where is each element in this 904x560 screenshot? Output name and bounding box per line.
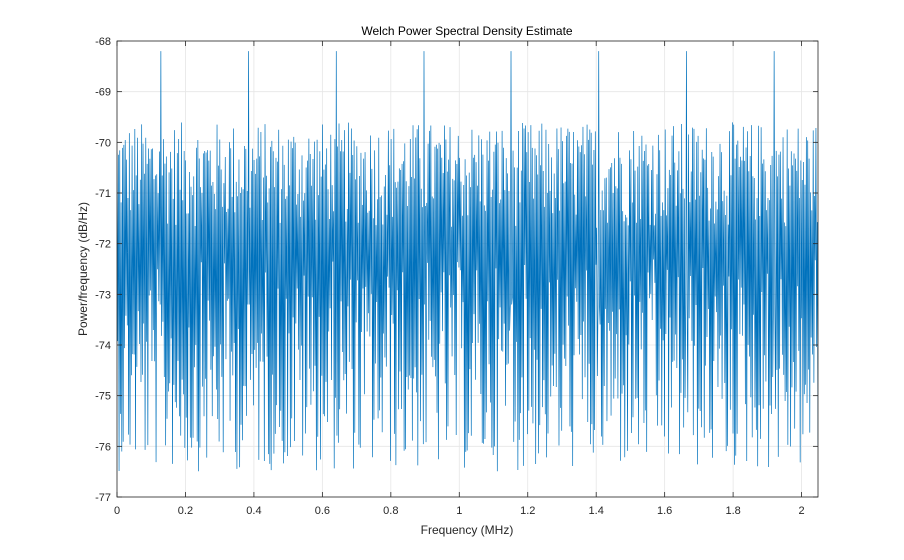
x-tick-label: 1.8 bbox=[725, 505, 740, 517]
x-tick-label: 1.6 bbox=[657, 505, 672, 517]
chart-title: Welch Power Spectral Density Estimate bbox=[361, 24, 573, 38]
y-tick-label: -70 bbox=[95, 137, 111, 149]
x-tick-label: 0 bbox=[114, 505, 120, 517]
ticks-group bbox=[116, 40, 818, 498]
x-tick-label: 0.6 bbox=[315, 505, 330, 517]
x-tick-label: 1.2 bbox=[520, 505, 535, 517]
x-tick-label: 0.2 bbox=[178, 505, 193, 517]
y-tick-label: -73 bbox=[95, 289, 111, 301]
psd-series-line bbox=[117, 51, 818, 472]
x-tick-label: 1 bbox=[456, 505, 462, 517]
y-tick-label: -72 bbox=[95, 239, 111, 251]
x-tick-label: 0.4 bbox=[246, 505, 261, 517]
y-tick-label: -69 bbox=[95, 87, 111, 99]
y-tick-label: -77 bbox=[95, 492, 111, 504]
y-tick-label: -71 bbox=[95, 188, 111, 200]
y-tick-label: -76 bbox=[95, 441, 111, 453]
y-tick-label: -74 bbox=[95, 340, 111, 352]
x-tick-label: 2 bbox=[799, 505, 805, 517]
series-group bbox=[117, 51, 818, 472]
plot-box bbox=[116, 40, 819, 498]
x-tick-label: 0.8 bbox=[383, 505, 398, 517]
y-tick-label: -75 bbox=[95, 391, 111, 403]
x-tick-labels: 0 0.2 0.4 0.6 0.8 1 1.2 1.4 1.6 1.8 2 bbox=[114, 505, 805, 517]
y-tick-label: -68 bbox=[95, 36, 111, 48]
x-tick-label: 1.4 bbox=[589, 505, 604, 517]
y-axis-title: Power/frequency (dB/Hz) bbox=[76, 202, 90, 336]
x-axis-title: Frequency (MHz) bbox=[421, 523, 514, 537]
y-tick-labels: -68 -69 -70 -71 -72 -73 -74 -75 -76 -77 bbox=[95, 36, 111, 504]
